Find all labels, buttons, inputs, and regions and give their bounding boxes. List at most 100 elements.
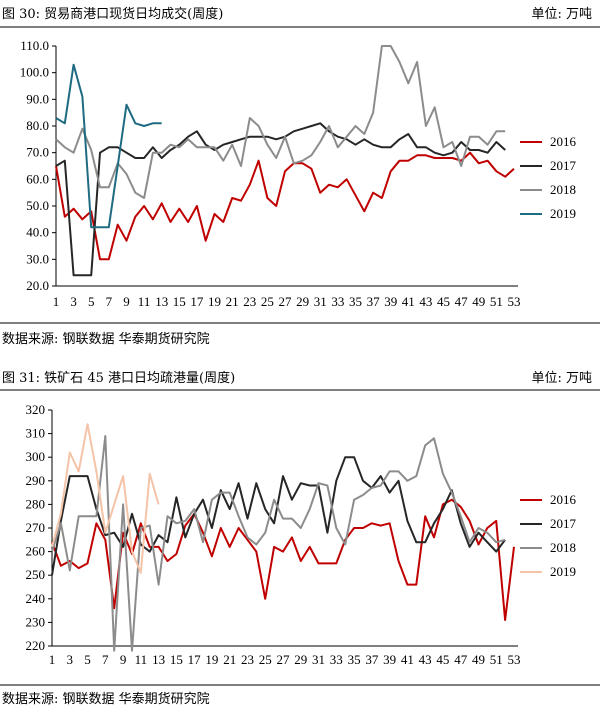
chart1-y-tick-label: 30.0	[26, 251, 49, 266]
chart1-x-tick-label: 19	[208, 294, 221, 309]
chart2-x-tick-label: 11	[135, 652, 148, 667]
chart1-x-tick-label: 31	[314, 294, 327, 309]
chart1-x-tick-label: 5	[88, 294, 95, 309]
chart1-legend-label: 2016	[550, 134, 577, 149]
chart2-unit: 单位: 万吨	[531, 371, 592, 386]
chart2-y-tick-label: 280	[26, 496, 46, 511]
chart2-legend-label: 2019	[550, 564, 576, 579]
chart1-x-tick-label: 13	[155, 294, 168, 309]
chart1-plot: 20.0 30.0 40.0 50.0 60.0 70.0 80.0 90.0 100.0 110…	[20, 38, 577, 309]
chart1-series-2018-line	[55, 45, 506, 199]
chart2-x-tick-label: 47	[454, 652, 468, 667]
chart1-legend-label: 2019	[550, 206, 576, 221]
chart2-y-tick-label: 260	[26, 544, 46, 559]
chart2-y-tick-label: 270	[26, 520, 46, 535]
chart1-x-tick-label: 35	[349, 294, 362, 309]
chart1-x-tick-label: 25	[261, 294, 274, 309]
chart1-y-tick-label: 90.0	[26, 91, 49, 106]
chart2-x-tick-label: 43	[419, 652, 432, 667]
chart2-y-tick-label: 320	[26, 402, 46, 417]
chart2-legend-item-2017: 2017	[520, 516, 577, 531]
chart1-legend-item-2018: 2018	[520, 182, 576, 197]
chart2-legend-item-2016: 2016	[520, 492, 577, 507]
chart1-legend-label: 2018	[550, 182, 576, 197]
chart1-x-tick-label: 7	[106, 294, 113, 309]
chart1-caption: 图 30: 贸易商港口现货日均成交(周度)	[2, 7, 224, 22]
chart2-x-tick-label: 45	[436, 652, 449, 667]
chart1-y-tick-label: 20.0	[26, 278, 49, 293]
chart2-legend-label: 2017	[550, 516, 577, 531]
chart1-x-tick-label: 41	[402, 294, 415, 309]
chart1-x-tick-label: 9	[123, 294, 130, 309]
chart2-x-tick-label: 41	[401, 652, 414, 667]
chart2-x-tick-label: 1	[49, 652, 56, 667]
chart2-legend-item-2019: 2019	[520, 564, 576, 579]
chart1-x-tick-label: 17	[190, 294, 204, 309]
chart1-top-rule	[0, 26, 600, 28]
chart1-x-tick-label: 33	[331, 294, 344, 309]
chart2-x-tick-label: 37	[365, 652, 379, 667]
chart1-y-tick-label: 110.0	[20, 38, 49, 53]
chart2-series-2019-line	[51, 423, 160, 574]
chart2-x-tick-label: 33	[330, 652, 343, 667]
chart1-legend-label: 2017	[550, 158, 577, 173]
chart1-x-tick-label: 39	[384, 294, 397, 309]
chart2-x-tick-label: 53	[508, 652, 521, 667]
chart1-series-2019-line	[55, 63, 162, 229]
chart1-legend-item-2019: 2019	[520, 206, 576, 221]
chart2-x-tick-label: 23	[241, 652, 254, 667]
chart1-series-2017-line	[55, 122, 506, 277]
chart2-legend-item-2018: 2018	[520, 540, 576, 555]
chart1-x-tick-label: 1	[53, 294, 60, 309]
chart2-y-tick-label: 250	[26, 567, 46, 582]
chart2-y-tick-label: 220	[26, 638, 46, 653]
chart1-x-tick-label: 53	[508, 294, 521, 309]
chart1-series-2016-line	[55, 151, 515, 261]
chart1-x-tick-label: 29	[296, 294, 309, 309]
chart2-y-tick-label: 290	[26, 473, 46, 488]
chart1-x-tick-label: 37	[367, 294, 381, 309]
chart1-x-tick-label: 15	[173, 294, 186, 309]
chart2-series-2016-line	[51, 498, 515, 621]
chart1-x-tick-label: 23	[243, 294, 256, 309]
chart1-x-tick-label: 3	[70, 294, 77, 309]
chart2-y-tick-label: 240	[26, 591, 46, 606]
chart2-header: 图 31: 铁矿石 45 港口日均疏港量(周度) 单位: 万吨	[0, 364, 600, 388]
chart2-caption: 图 31: 铁矿石 45 港口日均疏港量(周度)	[2, 371, 236, 386]
chart2-series-2017-line	[51, 456, 506, 576]
chart2-x-tick-label: 25	[259, 652, 272, 667]
chart1-source: 数据来源: 钢联数据 华泰期货研究院	[2, 332, 210, 347]
chart1-y-tick-label: 40.0	[26, 225, 49, 240]
chart2-x-tick-label: 19	[205, 652, 218, 667]
chart1-x-tick-label: 47	[455, 294, 469, 309]
chart1-unit: 单位: 万吨	[531, 7, 592, 22]
chart2-y-tick-label: 230	[26, 614, 46, 629]
chart2-x-tick-label: 15	[170, 652, 183, 667]
chart2-x-tick-label: 17	[188, 652, 202, 667]
chart2-x-tick-label: 27	[277, 652, 291, 667]
chart2-source: 数据来源: 钢联数据 华泰期货研究院	[2, 692, 210, 707]
chart1-y-tick-label: 60.0	[26, 171, 49, 186]
chart1-y-tick-label: 100.0	[20, 65, 49, 80]
chart2-x-tick-label: 49	[472, 652, 485, 667]
chart1-y-tick-label: 80.0	[26, 118, 49, 133]
chart2-x-tick-label: 29	[294, 652, 307, 667]
chart1-x-tick-label: 49	[472, 294, 485, 309]
chart2-x-tick-label: 31	[312, 652, 325, 667]
chart2-x-tick-label: 21	[223, 652, 236, 667]
chart1-x-tick-label: 21	[226, 294, 239, 309]
chart1-axes: 20.0 30.0 40.0 50.0 60.0 70.0 80.0 90.0 100.0 110…	[20, 38, 521, 309]
chart1-bottom-rule	[0, 322, 600, 324]
chart2-x-tick-label: 9	[120, 652, 127, 667]
chart2-top-rule	[0, 389, 600, 391]
chart2-series-2018-line	[51, 435, 506, 652]
chart1-x-tick-label: 27	[279, 294, 293, 309]
chart1-x-tick-label: 45	[437, 294, 450, 309]
chart1-y-tick-label: 70.0	[26, 145, 49, 160]
chart2-x-tick-label: 3	[67, 652, 74, 667]
chart1-header: 图 30: 贸易商港口现货日均成交(周度) 单位: 万吨	[0, 0, 600, 24]
chart1-y-tick-label: 50.0	[26, 198, 49, 213]
chart1-legend-item-2016: 2016	[520, 134, 577, 149]
